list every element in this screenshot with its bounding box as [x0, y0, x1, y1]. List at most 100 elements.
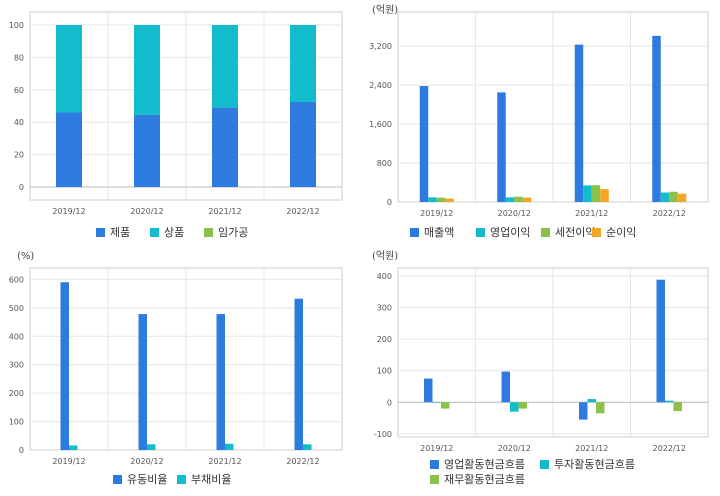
- x-tick-label: 2020/12: [130, 457, 163, 466]
- y-tick-label: 100: [377, 367, 392, 376]
- bar: [290, 101, 316, 188]
- bar: [652, 35, 661, 202]
- y-tick-label: 200: [377, 335, 392, 344]
- y-tick-label: 1,600: [369, 120, 392, 129]
- legend-label: 매출액: [424, 226, 454, 239]
- bar: [583, 185, 592, 202]
- legend-swatch: [113, 475, 122, 484]
- bar: [669, 191, 678, 202]
- x-tick-label: 2022/12: [653, 209, 686, 218]
- legend-label: 부채비율: [191, 473, 231, 486]
- plot-frame: [397, 267, 709, 438]
- x-tick-label: 2022/12: [286, 457, 319, 466]
- x-tick-label: 2022/12: [286, 207, 319, 216]
- chart-3: 0 100 200 300 400 500 600 2019/12 2020/12 2021/12…: [9, 251, 343, 486]
- legend-label: 영업이익: [490, 226, 530, 239]
- bar: [501, 371, 510, 403]
- bar: [574, 44, 584, 203]
- bar: [212, 24, 238, 108]
- bar: [673, 402, 682, 412]
- y-tick-label: 2,400: [369, 81, 392, 90]
- legend-label: 순이익: [606, 226, 636, 239]
- legend-swatch: [541, 228, 550, 237]
- bar: [56, 24, 82, 113]
- legend-label: 세전이익: [555, 226, 595, 239]
- x-tick-label: 2019/12: [52, 457, 85, 466]
- legend-swatch: [410, 228, 419, 237]
- bar: [134, 24, 160, 115]
- x-tick-label: 2021/12: [208, 457, 241, 466]
- bar: [510, 402, 519, 412]
- legend-swatch: [476, 228, 485, 237]
- bar: [134, 114, 160, 188]
- y-tick-label: 0: [19, 446, 24, 455]
- bar: [505, 197, 515, 202]
- bar: [424, 378, 433, 403]
- x-tick-label: 2020/12: [498, 444, 531, 453]
- legend-label: 제품: [110, 226, 130, 239]
- bar: [428, 197, 437, 202]
- bar: [69, 445, 78, 450]
- unit-label: (억원): [372, 4, 398, 16]
- bar: [656, 279, 665, 403]
- bar: [660, 192, 670, 202]
- bar: [294, 298, 303, 450]
- legend-swatch: [204, 228, 213, 237]
- legend-swatch: [96, 228, 105, 237]
- bar: [56, 112, 82, 188]
- plot-frame: [29, 11, 343, 201]
- legend-swatch: [150, 228, 159, 237]
- bar: [147, 444, 156, 450]
- unit-label: (%): [17, 251, 34, 262]
- x-tick-label: 2021/12: [208, 207, 241, 216]
- bar: [441, 402, 450, 409]
- legend-swatch: [430, 460, 439, 469]
- bar: [216, 314, 225, 450]
- chart-4: -100 0 100 200 300 400 2019/12 2020/12 2021/12 20…: [372, 250, 709, 486]
- x-tick-label: 2021/12: [575, 209, 608, 218]
- bar: [60, 282, 69, 450]
- y-tick-label: 300: [9, 361, 24, 370]
- y-tick-label: 0: [19, 183, 24, 192]
- bar: [579, 402, 588, 420]
- y-tick-label: 800: [377, 159, 392, 168]
- bar: [596, 402, 605, 414]
- x-tick-label: 2019/12: [420, 209, 453, 218]
- y-tick-label: 40: [14, 118, 24, 127]
- bar: [138, 314, 147, 450]
- unit-label: (억원): [372, 250, 398, 262]
- y-tick-label: 100: [9, 21, 24, 30]
- x-tick-label: 2022/12: [653, 444, 686, 453]
- x-tick-label: 2020/12: [130, 207, 163, 216]
- y-tick-label: 600: [9, 275, 24, 284]
- y-tick-label: 500: [9, 304, 24, 313]
- y-tick-label: 0: [387, 198, 392, 207]
- y-tick-label: 400: [9, 332, 24, 341]
- bar: [587, 399, 596, 403]
- plot-frame: [397, 11, 709, 203]
- legend-label: 투자활동현금흐름: [554, 457, 635, 471]
- y-tick-label: 100: [9, 418, 24, 427]
- legend-swatch: [430, 475, 439, 484]
- y-tick-label: 20: [14, 151, 24, 160]
- legend-label: 임가공: [218, 226, 248, 239]
- legend-label: 재무활동현금흐름: [444, 472, 525, 486]
- legend-label: 상품: [164, 226, 184, 239]
- bar: [497, 92, 506, 202]
- y-tick-label: 200: [9, 389, 24, 398]
- bar: [419, 86, 429, 202]
- legend-label: 유동비율: [127, 473, 167, 486]
- plot-frame: [29, 267, 343, 451]
- x-tick-label: 2019/12: [52, 207, 85, 216]
- x-tick-label: 2019/12: [420, 444, 453, 453]
- y-tick-label: 60: [14, 86, 24, 95]
- bar: [665, 400, 674, 403]
- y-tick-label: 3,200: [369, 42, 392, 51]
- bar: [514, 196, 523, 202]
- legend-swatch: [592, 228, 601, 237]
- legend-swatch: [177, 475, 186, 484]
- legend-label: 영업활동현금흐름: [444, 457, 525, 471]
- bar: [677, 193, 687, 202]
- bar: [445, 198, 454, 202]
